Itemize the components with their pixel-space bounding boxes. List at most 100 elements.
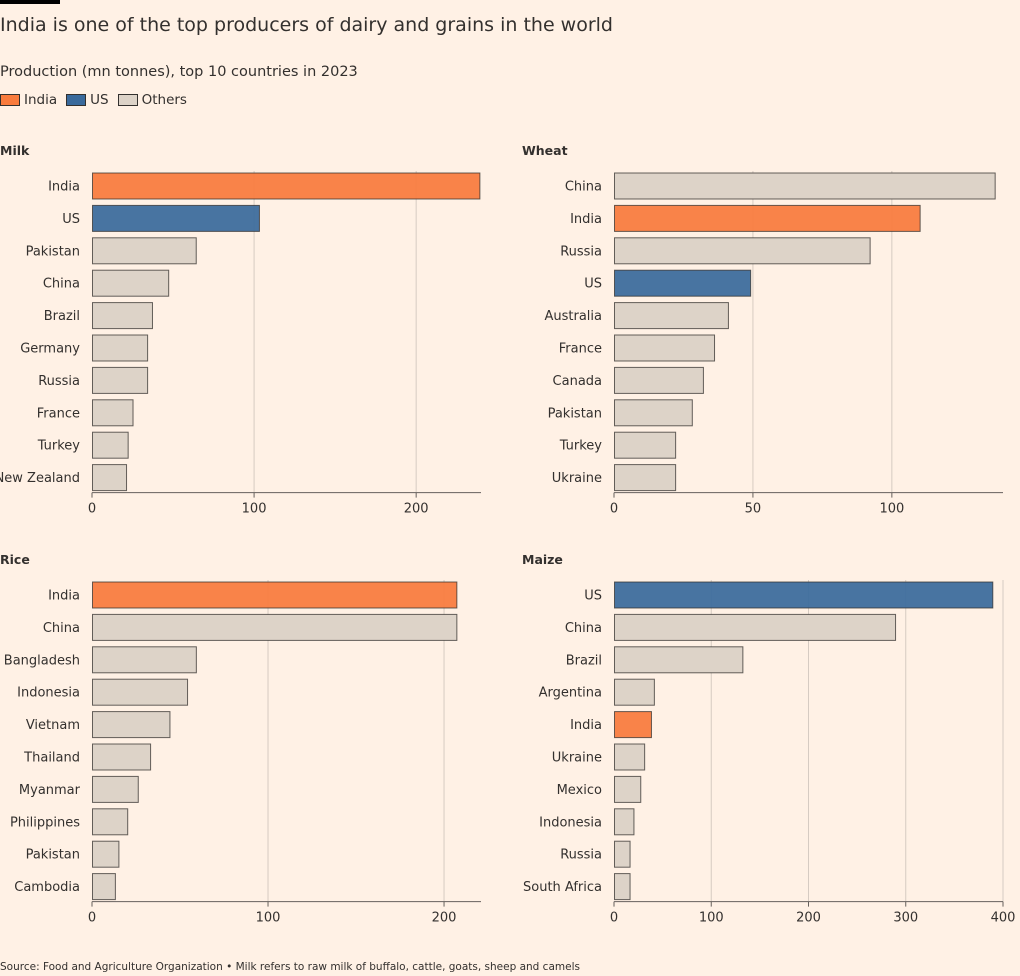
category-label-india: India — [570, 212, 602, 227]
bar-pakistan — [614, 399, 693, 427]
bar-us — [92, 204, 260, 232]
legend: India US Others — [0, 92, 196, 108]
category-label-australia: Australia — [544, 309, 602, 324]
category-label-russia: Russia — [560, 848, 602, 863]
bar-china — [92, 269, 170, 297]
x-tick-label: 100 — [256, 911, 281, 926]
bar-france — [614, 334, 716, 362]
category-label-china: China — [43, 277, 80, 292]
bar-australia — [614, 302, 729, 330]
category-label-new-zealand: New Zealand — [0, 471, 80, 486]
category-label-brazil: Brazil — [44, 309, 80, 324]
bar-france — [92, 399, 134, 427]
category-label-us: US — [62, 212, 80, 227]
x-tick-label: 100 — [699, 911, 724, 926]
category-label-mexico: Mexico — [557, 783, 602, 798]
x-tick-label: 300 — [893, 911, 918, 926]
bar-south-africa — [614, 873, 631, 901]
bar-us — [614, 581, 994, 609]
legend-swatch-india — [0, 94, 20, 106]
chart-rice: Rice India China Bangladesh Indonesia Vietnam… — [0, 552, 481, 926]
x-tick-label: 200 — [404, 502, 429, 517]
category-label-france: France — [559, 342, 602, 357]
category-label-pakistan: Pakistan — [26, 848, 80, 863]
category-label-germany: Germany — [20, 342, 80, 357]
bar-turkey — [92, 431, 129, 459]
bar-bangladesh — [92, 646, 197, 674]
category-label-india: India — [570, 718, 602, 733]
legend-swatch-us — [66, 94, 87, 106]
x-tick-label: 0 — [88, 502, 96, 517]
bar-india — [614, 204, 921, 232]
category-label-turkey: Turkey — [37, 439, 81, 454]
chart-title-wheat: Wheat — [522, 143, 568, 158]
category-label-vietnam: Vietnam — [26, 718, 80, 733]
bar-new-zealand — [92, 464, 128, 492]
category-label-china: China — [43, 621, 80, 636]
category-label-china: China — [565, 621, 602, 636]
chart-title-rice: Rice — [0, 552, 30, 567]
x-tick-label: 200 — [796, 911, 821, 926]
bar-india — [92, 581, 458, 609]
source-note: Source: Food and Agriculture Organizatio… — [0, 961, 580, 973]
category-label-us: US — [584, 277, 602, 292]
bar-russia — [92, 366, 149, 394]
category-label-philippines: Philippines — [10, 815, 80, 830]
chart-title-milk: Milk — [0, 143, 30, 158]
x-tick-label: 200 — [432, 911, 457, 926]
category-label-bangladesh: Bangladesh — [4, 653, 80, 668]
category-label-indonesia: Indonesia — [17, 686, 80, 701]
legend-item-others: Others — [117, 92, 187, 108]
legend-label-us: US — [90, 92, 109, 108]
bar-china — [614, 613, 897, 641]
category-label-ukraine: Ukraine — [552, 471, 602, 486]
category-label-russia: Russia — [560, 244, 602, 259]
x-tick-label: 0 — [88, 911, 96, 926]
category-label-india: India — [48, 589, 80, 604]
bar-ukraine — [614, 464, 677, 492]
chart-subtitle: Production (mn tonnes), top 10 countries… — [0, 64, 358, 80]
category-label-china: China — [565, 180, 602, 195]
bar-vietnam — [92, 711, 171, 739]
legend-item-us: US — [66, 92, 109, 108]
x-tick-label: 50 — [745, 502, 762, 517]
bar-thailand — [92, 743, 152, 771]
bar-germany — [92, 334, 149, 362]
bar-brazil — [92, 302, 153, 330]
x-tick-label: 400 — [991, 911, 1016, 926]
legend-label-india: India — [24, 92, 58, 108]
category-label-thailand: Thailand — [23, 751, 80, 766]
bar-china — [614, 172, 996, 200]
bar-russia — [614, 237, 871, 265]
bar-myanmar — [92, 775, 139, 803]
category-label-pakistan: Pakistan — [548, 406, 602, 421]
bar-cambodia — [92, 873, 116, 901]
category-label-pakistan: Pakistan — [26, 244, 80, 259]
category-label-indonesia: Indonesia — [539, 815, 602, 830]
bar-philippines — [92, 808, 129, 836]
x-tick-label: 100 — [242, 502, 267, 517]
category-label-south-africa: South Africa — [523, 880, 602, 895]
category-label-india: India — [48, 180, 80, 195]
chart-maize: Maize US China Brazil Argentina India Ukraine M… — [522, 552, 1015, 926]
category-label-turkey: Turkey — [559, 439, 603, 454]
chart-milk: Milk India US Pakistan China Brazil Germany Rus… — [0, 143, 481, 517]
bar-brazil — [614, 646, 744, 674]
category-label-us: US — [584, 589, 602, 604]
x-tick-label: 0 — [610, 911, 618, 926]
bar-india — [614, 711, 652, 739]
category-label-ukraine: Ukraine — [552, 751, 602, 766]
category-label-brazil: Brazil — [566, 653, 602, 668]
bar-pakistan — [92, 237, 197, 265]
bar-turkey — [614, 431, 677, 459]
x-tick-label: 0 — [610, 502, 618, 517]
bar-india — [92, 172, 481, 200]
category-label-argentina: Argentina — [539, 686, 602, 701]
category-label-canada: Canada — [553, 374, 602, 389]
bar-china — [92, 613, 458, 641]
category-label-russia: Russia — [38, 374, 80, 389]
category-label-myanmar: Myanmar — [19, 783, 81, 798]
chart-wheat: Wheat China India Russia US Australia France Ca… — [522, 143, 1003, 517]
brand-bar — [0, 0, 60, 4]
